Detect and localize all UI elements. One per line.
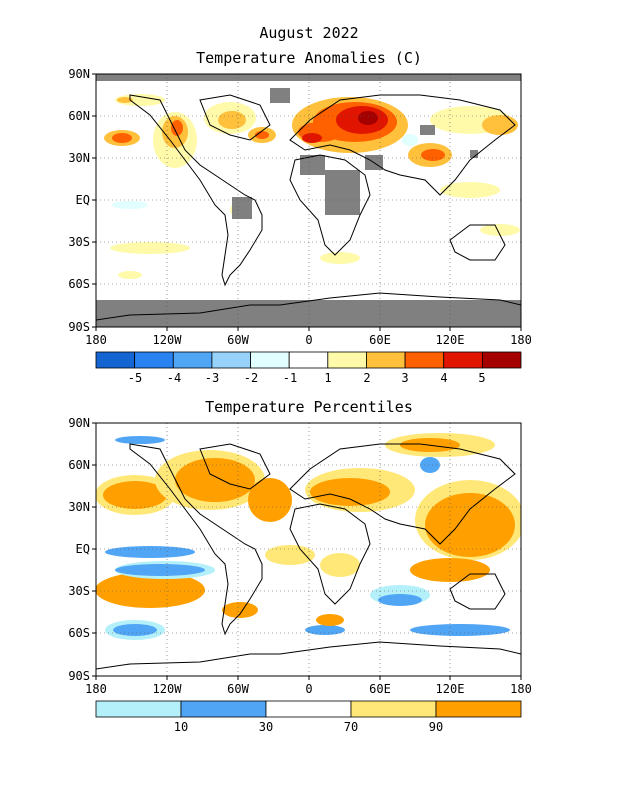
percentile-legend-label: 90	[429, 720, 443, 734]
percentile-map-title: Temperature Percentiles	[205, 398, 413, 416]
anomaly-colorbar-swatch	[404, 351, 445, 369]
percentile-map: 90N 60N 30N EQ 30S 60S 90S 180 120W 60W …	[68, 416, 532, 734]
anomaly-legend-label: -2	[244, 371, 258, 385]
map2-lat-label: 60N	[68, 458, 90, 472]
map2-lon-label: 120E	[436, 682, 465, 696]
percentile-legend-label: 10	[174, 720, 188, 734]
percentile-colorbar-swatch	[180, 700, 267, 718]
anomaly-colorbar-swatch	[134, 351, 174, 369]
map1-lon-label: 180	[510, 333, 532, 347]
percentile-colorbar	[95, 700, 522, 718]
coastlines-map1	[96, 94, 521, 321]
anomaly-legend-label: -5	[128, 371, 142, 385]
percentile-colorbar-swatch	[95, 700, 182, 718]
anomaly-colorbar-swatch	[366, 351, 406, 369]
figure-title-line2: Temperature Anomalies (C)	[196, 49, 422, 67]
map1-lon-label: 60E	[369, 333, 391, 347]
map1-lon-label: 120E	[436, 333, 465, 347]
map2-lon-label: 180	[85, 682, 107, 696]
anomaly-legend-label: -4	[167, 371, 181, 385]
anomaly-legend-label: 3	[401, 371, 408, 385]
anomaly-colorbar-swatch	[95, 351, 136, 369]
map2-lon-label: 0	[305, 682, 312, 696]
coastlines-map2	[96, 443, 521, 670]
map2-ticks	[92, 422, 522, 680]
map2-lat-label: 60S	[68, 626, 90, 640]
map1-lat-label: 30N	[68, 151, 90, 165]
anomaly-colorbar-swatch	[327, 351, 367, 369]
grid-map1	[96, 74, 521, 327]
map1-lat-label: 60N	[68, 109, 90, 123]
anomaly-legend-label: 2	[363, 371, 370, 385]
percentile-field	[96, 433, 521, 640]
map1-lat-label: 90S	[68, 320, 90, 334]
missing-data-antarctica	[96, 300, 521, 327]
map1-lon-label: 120W	[153, 333, 183, 347]
percentile-colorbar-swatch	[435, 700, 522, 718]
percentile-colorbar-swatch	[350, 700, 437, 718]
map2-lat-label: 90N	[68, 416, 90, 430]
percentile-legend-label: 70	[344, 720, 358, 734]
map2-lat-label: 30N	[68, 500, 90, 514]
map2-lon-label: 60E	[369, 682, 391, 696]
grid-map2	[96, 423, 521, 676]
map1-lat-label: 30S	[68, 235, 90, 249]
anomaly-colorbar-swatch	[211, 351, 251, 369]
anomaly-colorbar-swatch	[481, 351, 522, 369]
anomaly-colorbar-swatch	[288, 351, 329, 369]
anomaly-legend-label: 5	[478, 371, 485, 385]
anomaly-legend-label: 1	[324, 371, 331, 385]
map2-lat-label: EQ	[76, 542, 90, 556]
map2-lat-label: 90S	[68, 669, 90, 683]
figure-title-line1: August 2022	[259, 24, 358, 42]
map1-lon-label: 180	[85, 333, 107, 347]
anomaly-legend-label: 4	[440, 371, 447, 385]
map1-lon-label: 0	[305, 333, 312, 347]
map2-lon-label: 180	[510, 682, 532, 696]
map1-ticks	[92, 73, 522, 331]
map2-lon-label: 120W	[153, 682, 183, 696]
anomaly-legend-label: -3	[205, 371, 219, 385]
anomaly-colorbar-swatch	[250, 351, 290, 369]
anomaly-legend-label: -1	[283, 371, 297, 385]
anomaly-map: 90N 60N 30N EQ 30S 60S 90S 180 120W 60W …	[68, 67, 532, 385]
map1-lat-label: 90N	[68, 67, 90, 81]
missing-data-patches	[232, 88, 478, 219]
map1-lon-label: 60W	[227, 333, 249, 347]
map2-lat-label: 30S	[68, 584, 90, 598]
percentile-colorbar-swatch	[265, 700, 352, 718]
anomaly-colorbar-swatch	[172, 351, 213, 369]
map2-lon-label: 60W	[227, 682, 249, 696]
map1-lat-label: EQ	[76, 193, 90, 207]
anomaly-colorbar	[95, 351, 522, 369]
map1-lat-label: 60S	[68, 277, 90, 291]
anomaly-colorbar-swatch	[443, 351, 483, 369]
percentile-legend-label: 30	[259, 720, 273, 734]
missing-data-north-band	[96, 74, 521, 81]
